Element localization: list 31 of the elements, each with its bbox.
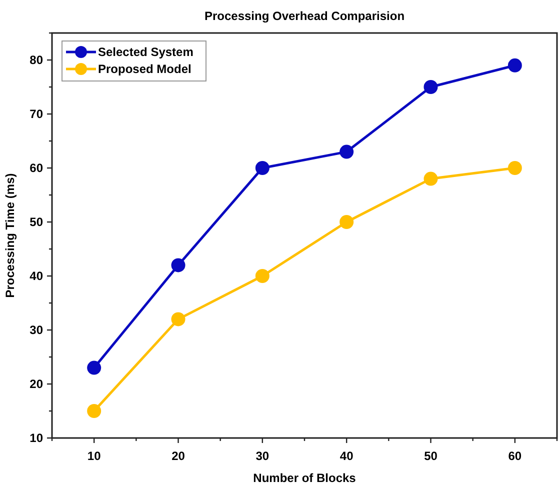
- x-tick-label: 10: [87, 449, 102, 463]
- y-tick-label: 30: [30, 323, 44, 337]
- point: [508, 58, 522, 72]
- point: [340, 144, 354, 159]
- y-tick-label: 60: [30, 161, 44, 175]
- y-tick-label: 20: [30, 377, 44, 391]
- y-tick-label: 40: [30, 269, 44, 283]
- point: [171, 312, 186, 326]
- point: [340, 215, 354, 229]
- point: [508, 161, 522, 175]
- y-tick-label: 10: [30, 431, 44, 445]
- y-axis-title: Processing Time (ms): [3, 173, 17, 298]
- x-tick-label: 60: [508, 449, 522, 463]
- y-tick-label: 80: [30, 53, 44, 67]
- x-tick-label: 30: [256, 449, 270, 463]
- chart-title: Processing Overhead Comparision: [204, 9, 405, 23]
- y-tick-label: 70: [30, 107, 44, 121]
- y-tick-label: 50: [30, 215, 44, 229]
- point: [255, 161, 270, 175]
- x-tick-label: 40: [340, 449, 354, 463]
- point: [87, 404, 102, 418]
- x-tick-label: 50: [424, 449, 438, 463]
- x-axis-title: Number of Blocks: [253, 471, 356, 485]
- point: [424, 172, 438, 186]
- point: [171, 258, 186, 272]
- point: [424, 80, 438, 94]
- x-tick-label: 20: [172, 449, 186, 463]
- point: [87, 360, 102, 375]
- legend-label: Proposed Model: [98, 62, 192, 76]
- legend-label: Selected System: [98, 45, 194, 59]
- point: [255, 269, 270, 283]
